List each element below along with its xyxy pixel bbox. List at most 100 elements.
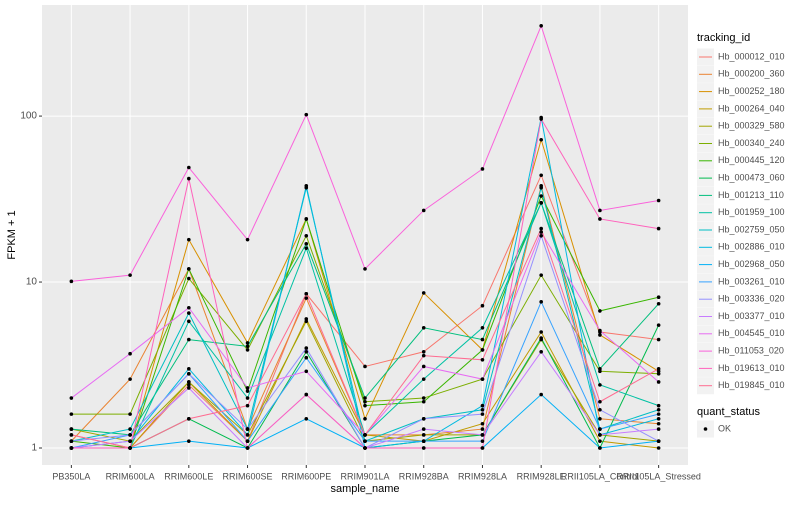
data-point: [539, 300, 543, 304]
data-point: [656, 403, 661, 408]
data-point: [539, 173, 543, 178]
legend-label: Hb_000329_580: [718, 121, 785, 131]
legend-label: Hb_000200_360: [718, 69, 785, 79]
data-point: [656, 427, 661, 431]
legend-label: Hb_003261_010: [718, 276, 785, 286]
data-point: [187, 267, 191, 271]
data-point: [245, 446, 250, 450]
data-point: [480, 337, 485, 342]
legend-label: Hb_001959_100: [718, 207, 785, 217]
data-point: [656, 367, 661, 371]
data-point: [304, 217, 309, 221]
data-point: [480, 407, 485, 412]
data-point: [539, 349, 543, 354]
data-point: [421, 446, 426, 450]
data-point: [363, 399, 367, 404]
data-point: [421, 349, 426, 354]
x-axis-title: sample_name: [330, 483, 399, 495]
legend-label: Hb_002886_010: [718, 242, 785, 252]
legend-label: Hb_000252_180: [718, 86, 785, 96]
data-point: [421, 377, 426, 381]
data-point: [539, 336, 543, 340]
data-point: [187, 386, 191, 390]
data-point: [363, 416, 367, 421]
legend-title: quant_status: [697, 406, 760, 418]
data-point: [187, 383, 191, 387]
data-point: [304, 241, 309, 246]
data-point: [598, 217, 602, 221]
data-point: [69, 439, 74, 443]
data-point: [656, 380, 661, 384]
data-point: [304, 233, 309, 238]
data-point: [69, 396, 74, 400]
data-point: [245, 403, 250, 408]
data-point: [656, 371, 661, 376]
data-point: [539, 201, 543, 205]
data-point: [421, 208, 426, 213]
y-axis-title: FPKM + 1: [6, 210, 18, 259]
data-point: [304, 349, 309, 354]
x-tick-label: RRIM600LA: [106, 471, 155, 481]
data-point: [598, 407, 602, 412]
data-point: [363, 267, 367, 271]
x-tick-label: RRII105LA_Stressed: [616, 471, 701, 481]
data-point: [69, 412, 74, 416]
data-point: [128, 439, 132, 443]
data-point: [421, 364, 426, 369]
data-point: [656, 301, 661, 306]
data-point: [245, 344, 250, 349]
legend-label: Hb_003377_010: [718, 311, 785, 321]
data-point: [480, 403, 485, 408]
data-point: [598, 427, 602, 431]
data-point: [187, 165, 191, 170]
data-point: [128, 412, 132, 416]
legend-label: Hb_003336_020: [718, 294, 785, 304]
x-tick-label: RRIM600PE: [281, 471, 331, 481]
data-point: [69, 433, 74, 437]
legend-label: OK: [718, 423, 731, 433]
data-point: [598, 433, 602, 437]
data-point: [598, 416, 602, 421]
data-point: [245, 439, 250, 443]
data-point: [598, 383, 602, 387]
data-point: [539, 273, 543, 277]
data-point: [480, 167, 485, 171]
data-point: [539, 330, 543, 334]
legend-swatch: [703, 427, 708, 431]
data-point: [480, 326, 485, 330]
data-point: [598, 309, 602, 313]
data-point: [363, 439, 367, 443]
data-point: [187, 305, 191, 310]
data-point: [304, 355, 309, 360]
data-point: [656, 198, 661, 203]
legend-label: Hb_000012_010: [718, 51, 785, 61]
data-point: [480, 358, 485, 362]
data-point: [304, 291, 309, 296]
data-point: [421, 353, 426, 358]
data-point: [69, 279, 74, 284]
data-point: [304, 112, 309, 117]
data-point: [539, 137, 543, 142]
legend-label: Hb_019613_010: [718, 363, 785, 373]
x-tick-label: RRIM600LE: [164, 471, 213, 481]
data-point: [304, 346, 309, 350]
data-point: [656, 412, 661, 416]
data-point: [304, 369, 309, 374]
data-point: [128, 427, 132, 431]
data-point: [421, 291, 426, 295]
data-point: [187, 337, 191, 342]
data-point: [128, 273, 132, 277]
data-point: [480, 427, 485, 431]
data-point: [363, 446, 367, 450]
data-point: [69, 446, 74, 450]
data-point: [598, 399, 602, 404]
data-point: [539, 233, 543, 238]
legend-label: Hb_019845_010: [718, 380, 785, 390]
legend-label: Hb_000473_060: [718, 172, 785, 182]
data-point: [421, 416, 426, 421]
data-point: [656, 446, 661, 450]
data-point: [187, 237, 191, 242]
data-point: [245, 341, 250, 345]
data-point: [187, 439, 191, 443]
